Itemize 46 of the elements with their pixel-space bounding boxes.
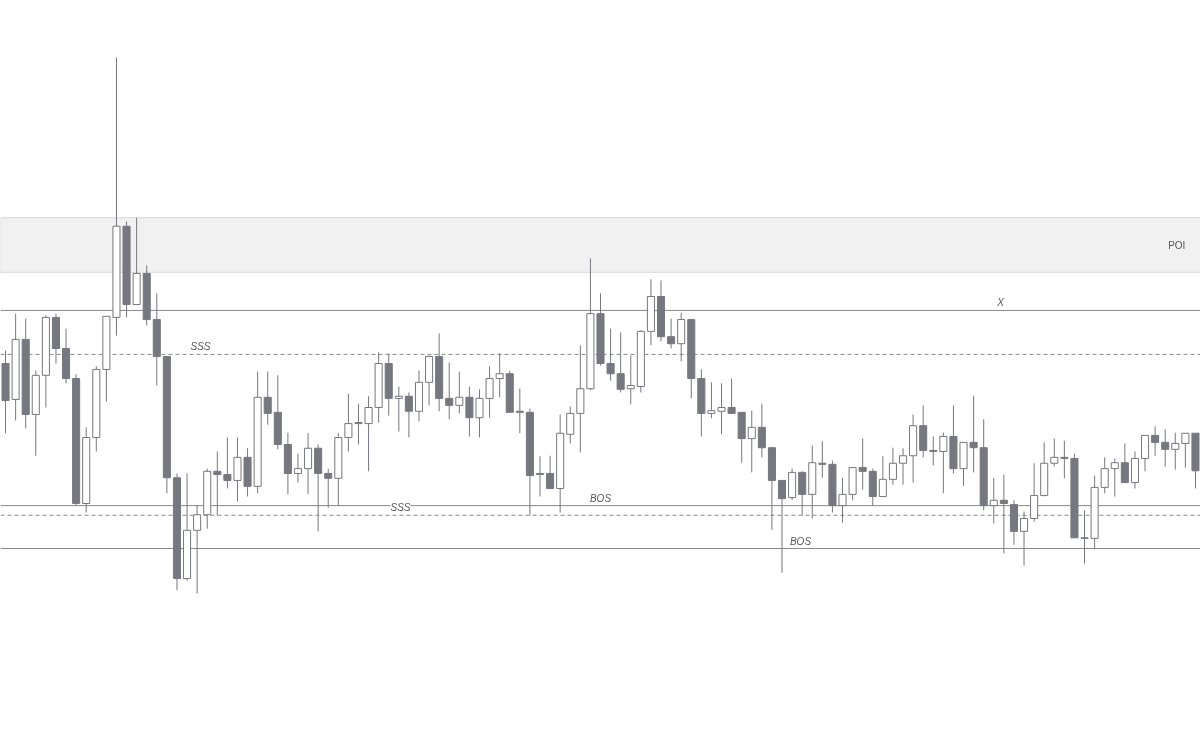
candlestick xyxy=(888,447,897,486)
candlestick xyxy=(1100,456,1109,494)
candlestick xyxy=(445,361,454,420)
candlestick xyxy=(1120,442,1129,484)
candlestick xyxy=(616,331,625,393)
candlestick xyxy=(1151,425,1160,457)
candlestick xyxy=(757,403,766,458)
candlestick xyxy=(566,405,575,444)
candlestick xyxy=(898,447,908,486)
candlestick xyxy=(1141,434,1150,472)
candlestick xyxy=(1161,428,1170,467)
candlestick xyxy=(818,440,827,479)
candlestick xyxy=(263,371,272,426)
ref-line-label: X xyxy=(996,297,1005,309)
candlestick xyxy=(1030,462,1039,523)
ref-line-label: SSS xyxy=(390,502,411,514)
candlestick xyxy=(878,455,887,498)
candlestick xyxy=(1020,511,1029,567)
candlestick xyxy=(1050,438,1059,467)
candlestick xyxy=(1060,440,1069,479)
candlestick xyxy=(304,432,313,495)
candlestick xyxy=(999,474,1008,554)
candlestick xyxy=(213,450,222,516)
candlestick xyxy=(1171,432,1180,471)
band-label: POI xyxy=(1168,239,1186,251)
candlestick xyxy=(546,455,555,489)
candlestick xyxy=(293,453,303,484)
candlestick xyxy=(858,438,867,491)
candlestick xyxy=(324,468,333,509)
candlestick xyxy=(989,477,998,524)
candlestick xyxy=(193,505,202,595)
ref-line-label: BOS xyxy=(589,492,612,504)
candlestick xyxy=(667,317,676,350)
candlestick xyxy=(626,354,635,405)
candlestick xyxy=(515,388,524,434)
candlestick xyxy=(929,435,938,466)
ref-line-label: BOS xyxy=(789,535,812,547)
candlestick xyxy=(1080,509,1089,565)
candlestick xyxy=(394,386,403,433)
candlestick xyxy=(798,470,807,516)
candlestick xyxy=(1110,457,1119,498)
ref-line-label: SSS xyxy=(190,341,211,353)
candlestick xyxy=(777,479,787,574)
candlestick xyxy=(404,391,413,439)
candlestick xyxy=(747,410,756,473)
candlestick xyxy=(535,455,545,498)
